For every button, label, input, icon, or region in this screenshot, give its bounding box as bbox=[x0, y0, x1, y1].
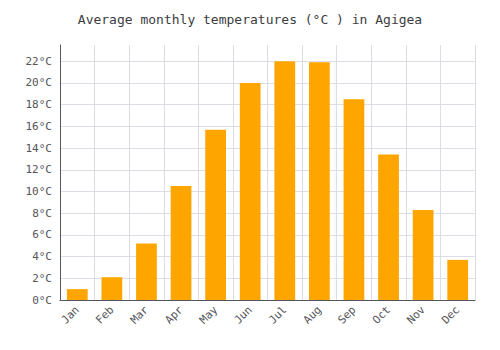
svg-text:Feb: Feb bbox=[93, 303, 116, 326]
svg-text:Jan: Jan bbox=[59, 303, 82, 326]
svg-text:14°C: 14°C bbox=[26, 142, 53, 155]
svg-text:Apr: Apr bbox=[162, 303, 185, 326]
svg-text:Aug: Aug bbox=[301, 303, 324, 326]
svg-text:2°C: 2°C bbox=[32, 272, 52, 285]
svg-text:Jul: Jul bbox=[266, 303, 289, 326]
svg-text:12°C: 12°C bbox=[26, 163, 53, 176]
svg-text:Sep: Sep bbox=[335, 303, 358, 326]
svg-text:Mar: Mar bbox=[128, 303, 151, 326]
svg-text:4°C: 4°C bbox=[32, 250, 52, 263]
svg-text:Jun: Jun bbox=[232, 303, 255, 326]
svg-text:Average monthly temperatures (: Average monthly temperatures (°C ) in Ag… bbox=[78, 12, 422, 27]
svg-text:Oct: Oct bbox=[370, 303, 393, 326]
svg-text:18°C: 18°C bbox=[26, 98, 53, 111]
svg-text:Dec: Dec bbox=[439, 303, 462, 326]
svg-text:8°C: 8°C bbox=[32, 207, 52, 220]
svg-text:Nov: Nov bbox=[404, 303, 427, 326]
svg-text:6°C: 6°C bbox=[32, 228, 52, 241]
svg-text:10°C: 10°C bbox=[26, 185, 53, 198]
svg-text:0°C: 0°C bbox=[32, 294, 52, 307]
svg-text:20°C: 20°C bbox=[26, 76, 53, 89]
svg-text:16°C: 16°C bbox=[26, 120, 53, 133]
svg-text:May: May bbox=[197, 303, 220, 326]
svg-text:22°C: 22°C bbox=[26, 55, 53, 68]
